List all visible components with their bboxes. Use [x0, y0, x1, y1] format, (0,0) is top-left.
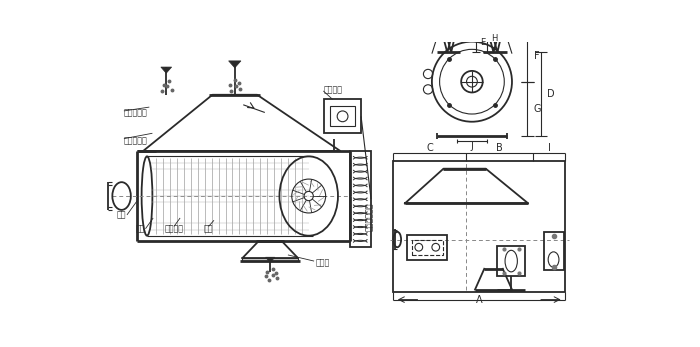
Text: J: J	[470, 141, 473, 151]
Bar	[407, 235, 447, 260]
Text: 粗料排出口: 粗料排出口	[124, 136, 148, 145]
Text: 螺旋输送系统: 螺旋输送系统	[365, 202, 374, 231]
Text: G: G	[533, 104, 541, 113]
Text: E: E	[480, 38, 485, 47]
Polygon shape	[265, 257, 275, 263]
Bar	[497, 246, 525, 277]
Text: A: A	[476, 295, 482, 305]
Text: 进料口: 进料口	[316, 258, 330, 267]
Polygon shape	[161, 67, 172, 73]
Text: 主轴: 主轴	[117, 210, 126, 219]
Bar	[242, 258, 298, 261]
Text: 网架: 网架	[204, 224, 214, 233]
Text: C: C	[426, 143, 433, 153]
Polygon shape	[242, 241, 298, 258]
Bar	[330, 106, 355, 126]
Bar	[543, 232, 564, 270]
Bar	[412, 239, 442, 255]
Text: 驱动电机: 驱动电机	[324, 85, 343, 94]
Bar	[324, 99, 361, 133]
Text: 风轮: 风轮	[135, 224, 145, 233]
Text: 风轮叶片: 风轮叶片	[164, 224, 183, 233]
Text: D: D	[547, 89, 555, 99]
Polygon shape	[229, 61, 241, 68]
Text: F: F	[533, 51, 539, 60]
Text: 细料排出口: 细料排出口	[124, 109, 148, 118]
Text: I: I	[547, 143, 550, 153]
Text: B: B	[496, 143, 503, 153]
Bar	[349, 151, 371, 247]
Text: H: H	[491, 34, 498, 43]
Bar	[393, 161, 565, 292]
